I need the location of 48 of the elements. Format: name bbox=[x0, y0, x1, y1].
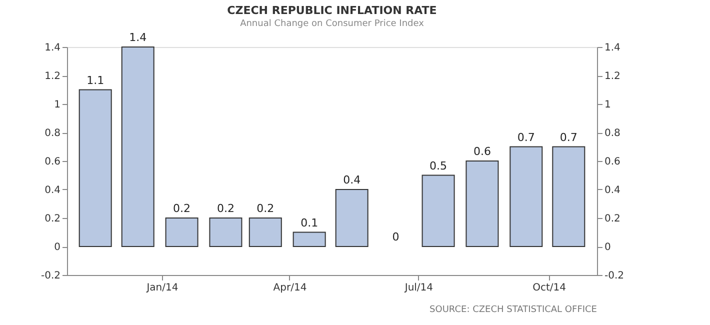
bar bbox=[552, 146, 586, 247]
data-label: 0.5 bbox=[430, 159, 448, 172]
data-label: 0.7 bbox=[560, 130, 578, 144]
data-label: 0 bbox=[392, 230, 400, 244]
x-tick-label: Jul/14 bbox=[404, 282, 434, 294]
y2-tick-label: 0.2 bbox=[604, 214, 620, 224]
y2-tick-label: 0.6 bbox=[604, 156, 620, 168]
y-tick-label: 1.4 bbox=[44, 42, 60, 54]
data-label: 0.4 bbox=[343, 174, 361, 186]
data-label: 0.2 bbox=[216, 202, 234, 215]
data-label: 0.2 bbox=[173, 202, 191, 215]
y-tick-label: -0.2 bbox=[40, 270, 60, 282]
y-tick-label: 0.4 bbox=[44, 185, 60, 196]
bar bbox=[510, 146, 543, 247]
bar bbox=[248, 218, 282, 247]
data-label: 1.1 bbox=[86, 74, 104, 87]
bar bbox=[78, 89, 112, 247]
data-label: 0.2 bbox=[256, 202, 274, 215]
bar bbox=[335, 189, 368, 247]
y-tick-label: 1 bbox=[54, 100, 60, 110]
data-label: 0.1 bbox=[300, 216, 318, 230]
chart-subtitle: Annual Change on Consumer Price Index bbox=[240, 19, 425, 29]
chart-title: CZECH REPUBLIC INFLATION RATE bbox=[227, 4, 437, 17]
y2-tick-label: -0.2 bbox=[604, 270, 624, 282]
y2-tick-label: 0.8 bbox=[604, 128, 620, 139]
y-tick-label: 1.2 bbox=[44, 71, 60, 82]
y-tick-label: 0 bbox=[54, 242, 60, 253]
y2-tick-label: 0 bbox=[604, 242, 611, 253]
y-tick-label: 0.2 bbox=[44, 214, 60, 224]
bar bbox=[292, 232, 326, 247]
x-tick-label: Jan/14 bbox=[146, 282, 178, 294]
data-label: 1.4 bbox=[129, 31, 147, 44]
y-tick-label: 0.8 bbox=[44, 128, 60, 139]
y2-tick-label: 1.4 bbox=[604, 42, 620, 54]
y-tick-label: 0.6 bbox=[44, 156, 60, 168]
y2-tick-label: 1.2 bbox=[604, 71, 620, 82]
y2-tick-label: 0.4 bbox=[604, 185, 620, 196]
bar bbox=[165, 218, 198, 247]
x-tick-label: Apr/14 bbox=[273, 282, 307, 294]
bar bbox=[121, 46, 154, 247]
data-label: 0.6 bbox=[473, 145, 491, 158]
bar bbox=[422, 174, 455, 247]
x-tick-label: Oct/14 bbox=[532, 282, 566, 294]
bar bbox=[209, 218, 242, 247]
source-note: SOURCE: CZECH STATISTICAL OFFICE bbox=[430, 305, 598, 315]
bar bbox=[466, 160, 499, 247]
data-label: 0.7 bbox=[517, 130, 535, 144]
y2-tick-label: 1 bbox=[604, 100, 611, 110]
